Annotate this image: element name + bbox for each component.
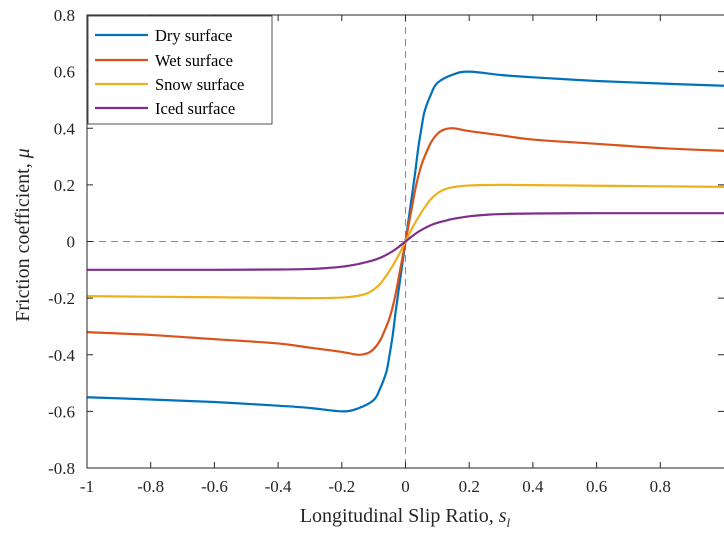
y-tick-label: 0	[67, 233, 76, 252]
tick-labels: -1 -0.8 -0.6 -0.4 -0.2 0 0.2 0.4 0.6 0.8 -0.8 -0.6 -…	[48, 6, 671, 496]
x-tick-label: 0.2	[459, 477, 480, 496]
y-tick-label: -0.2	[48, 289, 75, 308]
x-tick-label: -0.4	[265, 477, 292, 496]
y-axis-label-text: Friction coefficient,	[12, 158, 34, 321]
y-tick-label: 0.2	[54, 176, 75, 195]
x-tick-label: -0.2	[328, 477, 355, 496]
series-layer	[86, 70, 724, 413]
legend-label-dry: Dry surface	[155, 26, 232, 45]
ticks	[86, 14, 724, 469]
legend-label-iced: Iced surface	[155, 99, 235, 118]
x-tick-label: 0.4	[522, 477, 544, 496]
x-axis-label-symbol: s	[499, 505, 507, 527]
x-tick-label: 0.8	[650, 477, 671, 496]
y-tick-label: 0.4	[54, 119, 76, 138]
y-axis-label: Friction coefficient, μ	[12, 148, 34, 322]
series-line-iced	[86, 212, 724, 271]
x-tick-label: -1	[80, 477, 94, 496]
legend: Dry surface Wet surface Snow surface Ice…	[87, 15, 273, 125]
legend-label-snow: Snow surface	[155, 75, 244, 94]
x-tick-label: -0.8	[137, 477, 164, 496]
x-axis-label-text: Longitudinal Slip Ratio,	[300, 505, 499, 527]
y-tick-label: 0.8	[54, 6, 75, 25]
x-axis-label-subscript: l	[507, 515, 511, 530]
y-tick-label: 0.6	[54, 63, 75, 82]
y-tick-label: -0.6	[48, 402, 75, 421]
y-tick-label: -0.8	[48, 459, 75, 478]
legend-label-wet: Wet surface	[155, 51, 233, 70]
x-tick-label: -0.6	[201, 477, 228, 496]
x-axis-label: Longitudinal Slip Ratio, sl	[300, 505, 511, 530]
x-tick-label: 0.6	[586, 477, 607, 496]
y-axis-label-symbol: μ	[12, 148, 34, 159]
x-tick-label: 0	[401, 477, 410, 496]
y-tick-label: -0.4	[48, 346, 75, 365]
